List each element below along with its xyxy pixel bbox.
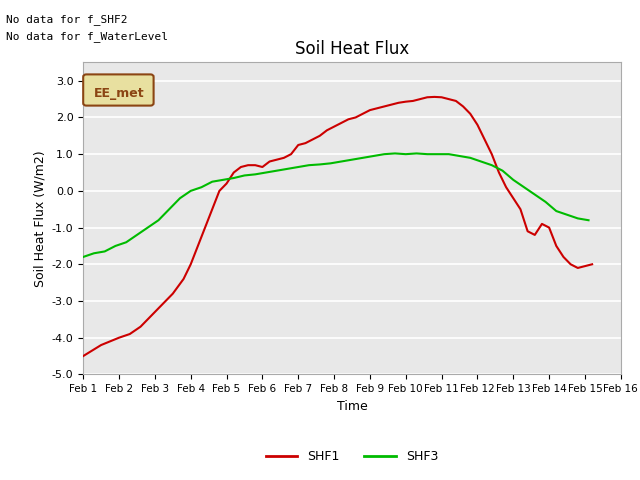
Title: Soil Heat Flux: Soil Heat Flux <box>295 40 409 58</box>
SHF3 <box>209 179 216 185</box>
SHF3 <box>509 177 517 183</box>
SHF3 <box>241 173 248 179</box>
SHF3 <box>574 216 582 221</box>
Text: No data for f_SHF2: No data for f_SHF2 <box>6 14 128 25</box>
Line: SHF3: SHF3 <box>83 154 589 257</box>
SHF3 <box>424 151 431 157</box>
Y-axis label: Soil Heat Flux (W/m2): Soil Heat Flux (W/m2) <box>33 150 46 287</box>
Text: No data for f_WaterLevel: No data for f_WaterLevel <box>6 31 168 42</box>
SHF3 <box>499 168 506 174</box>
SHF3 <box>445 151 452 157</box>
SHF3 <box>552 208 560 214</box>
Text: EE_met: EE_met <box>94 87 145 100</box>
SHF3 <box>337 158 345 164</box>
SHF3 <box>262 169 270 175</box>
SHF3 <box>101 249 109 254</box>
SHF3 <box>402 151 410 157</box>
X-axis label: Time: Time <box>337 400 367 413</box>
SHF3 <box>155 217 163 223</box>
SHF3 <box>359 155 367 161</box>
SHF1 <box>79 353 87 359</box>
SHF3 <box>305 162 313 168</box>
SHF3 <box>90 251 98 256</box>
SHF3 <box>165 206 173 212</box>
SHF3 <box>348 157 356 163</box>
SHF3 <box>230 175 237 181</box>
SHF3 <box>144 225 152 230</box>
Line: SHF1: SHF1 <box>83 97 592 356</box>
SHF3 <box>294 164 302 170</box>
SHF3 <box>219 177 227 183</box>
SHF3 <box>122 240 130 245</box>
SHF3 <box>391 151 399 156</box>
SHF3 <box>316 162 324 168</box>
SHF3 <box>284 166 291 172</box>
SHF1 <box>237 164 244 170</box>
SHF3 <box>541 199 549 205</box>
SHF1 <box>323 127 331 133</box>
SHF3 <box>326 160 334 166</box>
SHF3 <box>198 184 205 190</box>
SHF1 <box>266 158 273 164</box>
SHF3 <box>273 168 280 174</box>
SHF3 <box>563 212 571 217</box>
SHF3 <box>380 151 388 157</box>
SHF3 <box>488 162 495 168</box>
SHF3 <box>467 155 474 161</box>
SHF3 <box>176 195 184 201</box>
SHF3 <box>111 243 119 249</box>
SHF1 <box>147 313 155 319</box>
SHF3 <box>370 153 378 159</box>
SHF3 <box>477 158 485 164</box>
SHF3 <box>252 171 259 177</box>
SHF3 <box>434 151 442 157</box>
SHF1 <box>495 169 503 175</box>
SHF1 <box>559 254 567 260</box>
SHF3 <box>520 184 528 190</box>
SHF3 <box>456 153 463 159</box>
SHF3 <box>187 188 195 194</box>
SHF3 <box>585 217 593 223</box>
SHF3 <box>79 254 87 260</box>
SHF3 <box>133 232 141 238</box>
SHF1 <box>431 94 438 100</box>
SHF1 <box>588 262 596 267</box>
SHF3 <box>531 192 539 197</box>
SHF3 <box>413 151 420 156</box>
Legend: SHF1, SHF3: SHF1, SHF3 <box>261 445 443 468</box>
